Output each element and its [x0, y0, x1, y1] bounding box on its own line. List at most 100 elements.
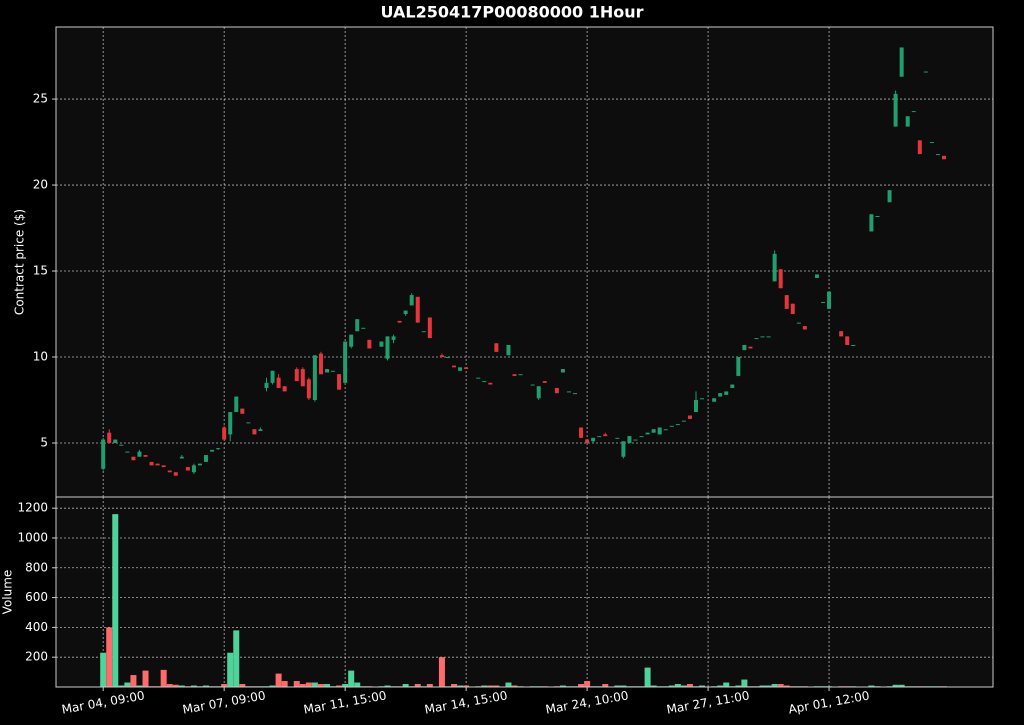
candle-body	[700, 398, 705, 400]
volume-bar	[735, 685, 742, 687]
volume-bar	[451, 684, 458, 687]
candle-body	[488, 382, 493, 385]
candle-body	[458, 367, 463, 371]
candle-body	[639, 436, 644, 438]
volume-bar	[293, 681, 300, 687]
candle-body	[343, 341, 348, 383]
volume-bar	[160, 669, 167, 687]
candle-body	[821, 301, 826, 303]
candle-body	[675, 424, 680, 426]
candle-body	[573, 393, 578, 395]
candle-body	[324, 369, 329, 373]
candle-body	[131, 456, 136, 461]
candle-body	[101, 439, 106, 469]
candle-body	[591, 437, 596, 442]
candle-body	[137, 451, 142, 457]
volume-bar	[336, 685, 343, 687]
y-tick-label: 25	[33, 92, 48, 106]
candle-body	[379, 341, 384, 347]
price-panel	[56, 27, 993, 497]
volume-bar	[644, 667, 651, 687]
candle-body	[633, 439, 638, 441]
candle-body	[827, 291, 832, 309]
candle-body	[240, 408, 245, 414]
volume-bar	[142, 670, 149, 687]
volume-bar	[348, 670, 355, 687]
candle-body	[814, 274, 819, 278]
candle-body	[754, 338, 759, 340]
volume-bar	[275, 673, 282, 687]
candle-body	[542, 381, 547, 383]
candle-body	[282, 386, 287, 392]
volume-bar	[305, 682, 312, 687]
volume-bar	[130, 675, 137, 687]
candle-body	[627, 436, 632, 444]
y-axis-label: Contract price ($)	[13, 209, 27, 315]
volume-frame	[55, 496, 994, 688]
candle-body	[119, 444, 124, 446]
volume-tick-label: 400	[25, 620, 48, 634]
candle-body	[494, 343, 499, 352]
volume-bar	[777, 684, 784, 687]
candle-body	[421, 331, 426, 333]
volume-bar	[765, 685, 772, 687]
candle-body	[252, 429, 257, 435]
candle-body	[681, 420, 686, 422]
volume-bar	[106, 627, 113, 687]
candle-body	[766, 336, 771, 338]
volume-bar	[342, 684, 349, 687]
candle-body	[149, 461, 154, 466]
candle-body	[875, 215, 880, 217]
candle-body	[409, 295, 414, 306]
candle-body	[651, 429, 656, 433]
candle-body	[312, 355, 317, 401]
candle-body	[179, 456, 184, 459]
volume-bar	[620, 685, 627, 687]
volume-bar	[227, 652, 234, 687]
volume-bar	[414, 684, 421, 687]
volume-bar	[487, 685, 494, 687]
marks	[100, 47, 948, 687]
candle-body	[210, 449, 215, 452]
candle-body	[603, 434, 608, 437]
candle-body	[536, 386, 541, 399]
candle-body	[445, 357, 450, 359]
candle-body	[585, 439, 590, 444]
volume-bar	[602, 684, 609, 687]
candle-body	[337, 374, 342, 390]
volume-bar	[868, 685, 875, 687]
volume-bar	[354, 682, 361, 687]
volume-bar	[783, 685, 790, 687]
candle-body	[113, 439, 118, 444]
candle-body	[923, 71, 928, 73]
candle-body	[216, 448, 221, 450]
volume-bar	[384, 685, 391, 687]
candle-body	[796, 322, 801, 324]
candle-body	[669, 425, 674, 427]
candle-body	[730, 384, 735, 388]
volume-bar	[717, 685, 724, 687]
candle-body	[464, 367, 469, 370]
candle-body	[367, 339, 372, 349]
candle-body	[718, 393, 723, 397]
candle-body	[191, 465, 196, 473]
volume-bar	[650, 685, 657, 687]
y-tick-label: 10	[33, 350, 48, 364]
candle-body	[300, 369, 305, 387]
x-tick-label: Mar 14, 15:00	[423, 688, 508, 716]
candle-body	[204, 455, 209, 462]
candle-body	[905, 116, 910, 127]
candle-body	[597, 436, 602, 438]
volume-bar	[190, 685, 197, 687]
candle-body	[778, 269, 783, 289]
candle-body	[197, 463, 202, 466]
volume-bar	[614, 685, 621, 687]
candle-body	[349, 334, 354, 347]
volume-bar	[178, 685, 185, 687]
grid	[56, 27, 993, 687]
volume-tick-label: 200	[25, 650, 48, 664]
volume-bar	[481, 685, 488, 687]
volume-bar	[771, 684, 778, 687]
